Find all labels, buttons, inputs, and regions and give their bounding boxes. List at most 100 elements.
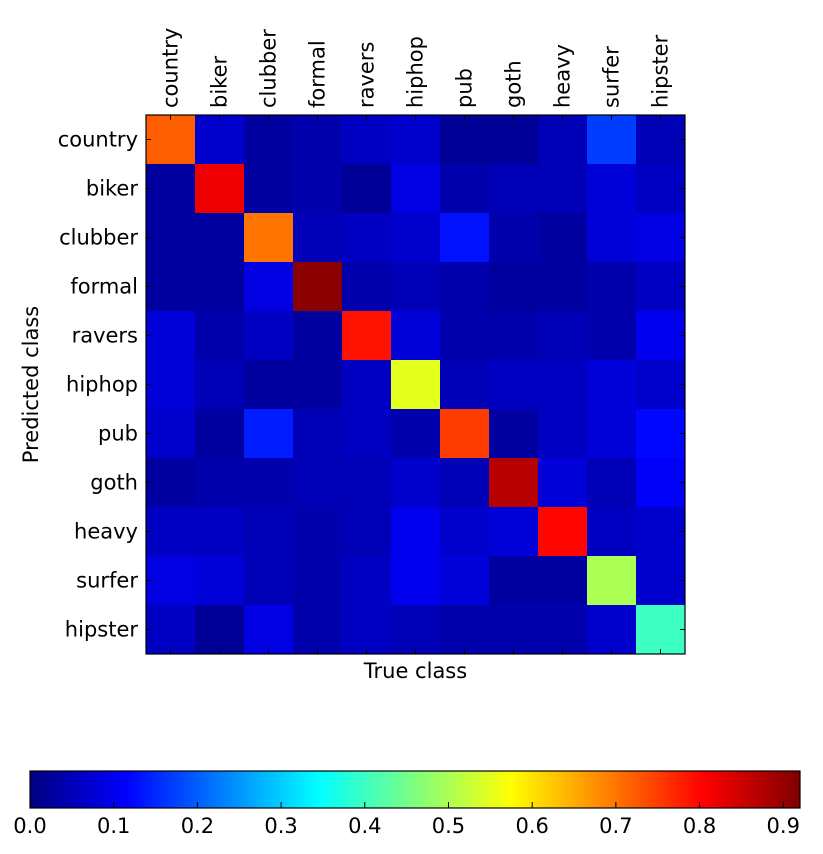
heatmap-cell-clubber-country	[146, 213, 196, 263]
heatmap-cell-pub-surfer	[587, 409, 637, 459]
heatmap-cell-clubber-hipster	[636, 213, 686, 263]
heatmap-cell-hipster-biker	[195, 605, 245, 655]
heatmap-cell-heavy-formal	[293, 507, 343, 557]
heatmap-cell-biker-hiphop	[391, 164, 441, 214]
heatmap-cell-clubber-clubber	[244, 213, 294, 263]
heatmap-cell-pub-biker	[195, 409, 245, 459]
heatmap-cell-hiphop-clubber	[244, 360, 294, 410]
heatmap-cell-country-hipster	[636, 115, 686, 165]
colorbar-tick-label: 0.6	[515, 814, 548, 838]
heatmap-cell-ravers-pub	[440, 311, 490, 361]
colorbar-tick-label: 0.0	[13, 814, 46, 838]
y-tick-labels: country biker clubber formal ravers hiphop pub…	[58, 128, 139, 642]
heatmap-cell-ravers-goth	[489, 311, 539, 361]
colorbar-tick-label: 0.8	[683, 814, 716, 838]
heatmap-cell-formal-goth	[489, 262, 539, 312]
heatmap-cell-ravers-hipster	[636, 311, 686, 361]
heatmap-cell-biker-country	[146, 164, 196, 214]
heatmap-cell-surfer-ravers	[342, 556, 392, 606]
heatmap-cell-formal-biker	[195, 262, 245, 312]
heatmap-cell-hiphop-heavy	[538, 360, 588, 410]
heatmap-cell-clubber-heavy	[538, 213, 588, 263]
heatmap-cell-country-country	[146, 115, 196, 165]
colorbar-tick-label: 0.3	[264, 814, 297, 838]
heatmap-cell-hipster-goth	[489, 605, 539, 655]
y-tick-label-biker: biker	[86, 177, 138, 201]
y-tick-label-goth: goth	[90, 471, 138, 495]
heatmap-cell-heavy-hipster	[636, 507, 686, 557]
heatmap-cell-hiphop-hiphop	[391, 360, 441, 410]
heatmap-cell-ravers-country	[146, 311, 196, 361]
heatmap-cell-country-clubber	[244, 115, 294, 165]
heatmap-cell-hiphop-goth	[489, 360, 539, 410]
x-tick-label-formal: formal	[306, 40, 330, 108]
heatmap-cell-ravers-ravers	[342, 311, 392, 361]
heatmap-cell-pub-hipster	[636, 409, 686, 459]
heatmap-cell-clubber-surfer	[587, 213, 637, 263]
heatmap-cell-pub-ravers	[342, 409, 392, 459]
x-tick-label-goth: goth	[502, 60, 526, 108]
heatmap-cell-formal-surfer	[587, 262, 637, 312]
heatmap-cell-ravers-hiphop	[391, 311, 441, 361]
y-tick-label-pub: pub	[98, 422, 138, 446]
colorbar-tick-label: 0.1	[97, 814, 130, 838]
heatmap-cell-clubber-ravers	[342, 213, 392, 263]
heatmap-cell-heavy-country	[146, 507, 196, 557]
colorbar-tick-label: 0.2	[181, 814, 214, 838]
y-tick-label-hiphop: hiphop	[66, 373, 138, 397]
heatmap-cell-biker-formal	[293, 164, 343, 214]
heatmap-cell-goth-goth	[489, 458, 539, 508]
heatmap-cell-surfer-pub	[440, 556, 490, 606]
x-tick-label-hipster: hipster	[649, 34, 673, 108]
heatmap-cell-country-pub	[440, 115, 490, 165]
heatmap-cell-clubber-goth	[489, 213, 539, 263]
x-axis-label: True class	[363, 659, 467, 683]
heatmap-cell-hiphop-biker	[195, 360, 245, 410]
heatmap-cell-clubber-pub	[440, 213, 490, 263]
heatmap-cell-pub-hiphop	[391, 409, 441, 459]
x-tick-label-biker: biker	[208, 56, 232, 108]
heatmap-cell-goth-heavy	[538, 458, 588, 508]
heatmap-cell-country-ravers	[342, 115, 392, 165]
heatmap-cell-hiphop-pub	[440, 360, 490, 410]
colorbar-tick-label: 0.7	[599, 814, 632, 838]
y-tick-label-surfer: surfer	[76, 569, 138, 593]
colorbar-tick-label: 0.5	[432, 814, 465, 838]
x-tick-label-clubber: clubber	[257, 29, 281, 108]
y-axis-label: Predicted class	[19, 306, 43, 463]
heatmap-cell-hipster-hipster	[636, 605, 686, 655]
heatmap-cell-pub-heavy	[538, 409, 588, 459]
heatmap-cell-goth-country	[146, 458, 196, 508]
heatmap-cell-country-formal	[293, 115, 343, 165]
heatmap-cell-pub-country	[146, 409, 196, 459]
heatmap-cell-hipster-pub	[440, 605, 490, 655]
heatmap-cell-goth-clubber	[244, 458, 294, 508]
heatmap-cell-country-hiphop	[391, 115, 441, 165]
colorbar-tick-label: 0.4	[348, 814, 381, 838]
heatmap-cell-heavy-heavy	[538, 507, 588, 557]
heatmap-cell-heavy-ravers	[342, 507, 392, 557]
heatmap-cell-formal-hipster	[636, 262, 686, 312]
heatmap-cell-biker-goth	[489, 164, 539, 214]
heatmap-cell-formal-hiphop	[391, 262, 441, 312]
heatmap-cell-pub-goth	[489, 409, 539, 459]
heatmap-cell-clubber-biker	[195, 213, 245, 263]
heatmap-cell-goth-pub	[440, 458, 490, 508]
heatmap-cell-pub-pub	[440, 409, 490, 459]
heatmap-cell-heavy-clubber	[244, 507, 294, 557]
y-tick-label-country: country	[58, 128, 138, 152]
heatmap-cells	[146, 115, 686, 655]
heatmap-cell-formal-clubber	[244, 262, 294, 312]
x-tick-label-pub: pub	[453, 68, 477, 108]
heatmap-cell-hiphop-formal	[293, 360, 343, 410]
heatmap-cell-hipster-clubber	[244, 605, 294, 655]
y-tick-label-formal: formal	[70, 275, 138, 299]
x-tick-label-surfer: surfer	[600, 46, 624, 108]
y-tick-label-heavy: heavy	[74, 520, 138, 544]
colorbar	[29, 770, 801, 809]
heatmap-cell-biker-ravers	[342, 164, 392, 214]
heatmap-cell-surfer-hiphop	[391, 556, 441, 606]
heatmap-cell-formal-ravers	[342, 262, 392, 312]
colorbar-tick-label: 0.9	[767, 814, 800, 838]
